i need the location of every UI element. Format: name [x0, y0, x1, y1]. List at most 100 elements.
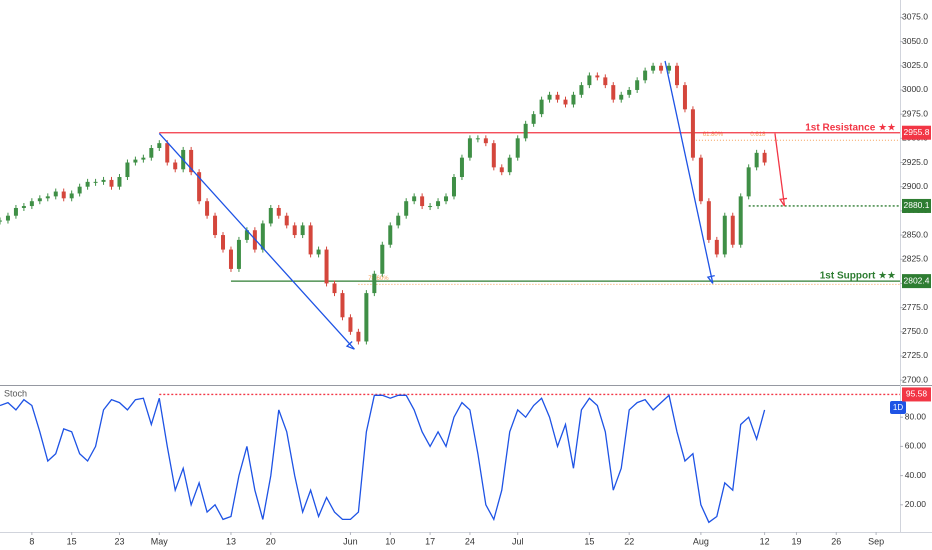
candle-body	[531, 114, 536, 124]
candle-body	[61, 191, 66, 199]
candle-body	[93, 181, 98, 183]
y-tick-label: 2775.0	[902, 302, 928, 312]
candle-body	[451, 177, 456, 197]
candle-body	[77, 186, 82, 194]
candle-body	[491, 143, 496, 168]
candle-body	[595, 75, 600, 78]
candle-body	[173, 162, 178, 170]
candle-body	[515, 138, 520, 158]
candle-body	[674, 65, 679, 86]
candle-body	[340, 293, 345, 318]
fib-label: 61.80%	[703, 132, 724, 138]
candle-body	[714, 239, 719, 255]
stoch-tag-label: 95.58	[906, 389, 928, 399]
candle-body	[651, 65, 656, 71]
candle-body	[659, 65, 664, 71]
indicator-name: Stoch	[4, 388, 27, 398]
x-tick-label: 23	[114, 536, 124, 546]
candle-body	[197, 172, 202, 202]
stoch-y-tick-label: 40.00	[905, 470, 927, 480]
candle-body	[101, 179, 106, 182]
candle-body	[444, 196, 449, 202]
candle-body	[507, 157, 512, 173]
x-tick-label: Aug	[693, 536, 709, 546]
candle-body	[380, 244, 385, 274]
x-tick-label: May	[151, 536, 169, 546]
candle-body	[356, 331, 361, 342]
candle-body	[483, 138, 488, 144]
candle-body	[420, 196, 425, 207]
price-tag-label: 2802.4	[904, 275, 930, 285]
y-tick-label: 2750.0	[902, 326, 928, 336]
stoch-tag	[902, 387, 931, 402]
x-tick-label: 12	[760, 536, 770, 546]
x-tick-label: 8	[29, 536, 34, 546]
candle-body	[260, 223, 265, 250]
x-tick-label: 10	[385, 536, 395, 546]
level-name: 1st Support ★★	[820, 271, 896, 282]
candle-body	[754, 152, 759, 168]
price-tag	[902, 274, 931, 289]
candle-body	[0, 220, 2, 222]
candle-body	[667, 65, 672, 71]
candle-body	[29, 201, 34, 207]
candle-body	[133, 159, 138, 163]
candle-body	[459, 157, 464, 178]
candle-body	[475, 138, 480, 140]
candle-body	[730, 215, 735, 245]
candle-body	[467, 138, 472, 158]
price-tag-label: 2880.1	[904, 200, 930, 210]
candle-body	[221, 235, 226, 250]
y-tick-label: 2725.0	[902, 350, 928, 360]
x-tick-label: 17	[425, 536, 435, 546]
candle-body	[300, 225, 305, 236]
y-tick-label: 3075.0	[902, 12, 928, 22]
candle-body	[125, 162, 130, 178]
candle-body	[348, 317, 353, 332]
candle-body	[722, 215, 727, 255]
price-tag-label: 2955.8	[904, 127, 930, 137]
interval-label: 1D	[893, 403, 903, 412]
y-tick-label: 2975.0	[902, 108, 928, 118]
candle-body	[388, 225, 393, 245]
candle-body	[555, 94, 560, 100]
arrow-head	[345, 341, 355, 350]
candle-body	[682, 85, 687, 110]
candle-body	[228, 249, 233, 269]
candle-body	[316, 249, 321, 255]
candle-body	[619, 94, 624, 100]
x-tick-label: 19	[791, 536, 801, 546]
candle-body	[5, 215, 10, 221]
candle-body	[13, 207, 18, 216]
candle-body	[627, 89, 632, 95]
candle-body	[698, 157, 703, 202]
candle-body	[85, 181, 90, 187]
fib-label: 78.60%	[368, 276, 389, 282]
candle-body	[635, 80, 640, 90]
candle-body	[268, 207, 273, 224]
candle-body	[244, 230, 249, 240]
candle-body	[571, 94, 576, 105]
x-tick-label: 22	[624, 536, 634, 546]
candle-body	[37, 198, 42, 202]
x-tick-label: 26	[831, 536, 841, 546]
candle-body	[205, 201, 210, 216]
x-tick-label: 15	[67, 536, 77, 546]
candle-body	[165, 143, 170, 163]
fib-label: 0.618	[750, 132, 766, 138]
candle-body	[117, 177, 122, 187]
candle-body	[579, 85, 584, 95]
y-tick-label: 3025.0	[902, 60, 928, 70]
y-tick-label: 3050.0	[902, 36, 928, 46]
candle-body	[539, 99, 544, 115]
x-tick-label: 24	[465, 536, 475, 546]
y-tick-label: 3000.0	[902, 84, 928, 94]
candle-body	[69, 193, 74, 199]
candle-body	[189, 149, 194, 173]
stoch-line	[0, 394, 766, 524]
candle-body	[21, 206, 26, 208]
candle-body	[332, 283, 337, 294]
candle-body	[523, 123, 528, 139]
